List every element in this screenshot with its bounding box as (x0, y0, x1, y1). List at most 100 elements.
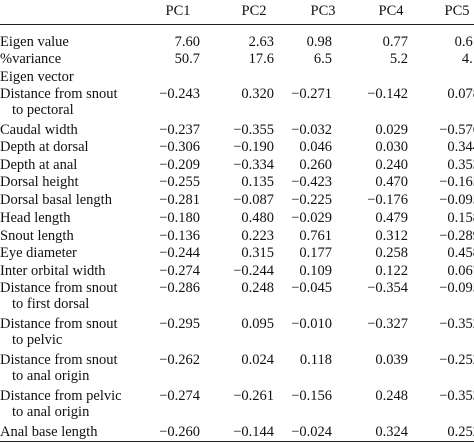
value-cell: 0.039 (375, 352, 408, 368)
value-cell: −0.032 (291, 122, 332, 138)
col-header: PC5 (444, 3, 470, 19)
value-cell: −0.144 (233, 424, 274, 440)
row-label-line: Snout length (0, 228, 74, 244)
col-header: PC2 (241, 3, 267, 19)
value-cell: −0.576 (439, 122, 474, 138)
row-label-line: Inter orbital width (0, 263, 106, 279)
row-label-line: Caudal width (0, 122, 78, 138)
value-cell: −0.010 (291, 316, 332, 332)
row-label-continuation: to anal origin (12, 404, 90, 420)
value-cell: −0.261 (233, 388, 274, 404)
row-label: Inter orbital width (0, 263, 106, 279)
row-label-line: Eye diameter (0, 245, 77, 261)
value-cell: 0.260 (299, 157, 332, 173)
value-cell: 0.078 (447, 86, 474, 102)
value-cell: −0.295 (159, 316, 200, 332)
value-cell: −0.209 (159, 157, 200, 173)
row-label: Distance from pelvic to anal origin (0, 388, 122, 420)
row-label-line: Eigen vector (0, 69, 74, 85)
value-cell: 0.315 (241, 245, 274, 261)
value-cell: 6.5 (313, 51, 332, 67)
value-cell: 0.470 (375, 174, 408, 190)
value-cell: −0.334 (233, 157, 274, 173)
value-cell: −0.306 (159, 139, 200, 155)
value-cell: −0.243 (159, 86, 200, 102)
value-cell: 0.258 (375, 245, 408, 261)
value-cell: 0.067 (447, 263, 474, 279)
row-label-line: Dorsal height (0, 174, 79, 190)
value-cell: −0.225 (291, 192, 332, 208)
row-label: Head length (0, 210, 70, 226)
value-cell: 0.118 (299, 352, 332, 368)
value-cell: −0.289 (439, 228, 474, 244)
value-cell: 4.1 (461, 51, 474, 67)
row-label: Eigen value (0, 34, 69, 50)
value-cell: 0.98 (306, 34, 332, 50)
row-label-line: Distance from snout (0, 316, 118, 332)
row-label-line: Depth at dorsal (0, 139, 89, 155)
value-cell: 5.2 (389, 51, 408, 67)
value-cell: −0.327 (367, 316, 408, 332)
value-cell: 0.223 (241, 228, 274, 244)
value-cell: −0.237 (159, 122, 200, 138)
row-label-line: %variance (0, 51, 62, 67)
value-cell: 0.095 (241, 316, 274, 332)
row-label: Distance from snout to anal origin (0, 352, 118, 384)
value-cell: −0.354 (367, 280, 408, 296)
row-label-line: Distance from snout (0, 352, 118, 368)
row-label-line: Anal base length (0, 424, 98, 440)
row-label-continuation: to anal origin (12, 368, 90, 384)
row-label-continuation: to pelvic (12, 332, 63, 348)
row-label: Dorsal height (0, 174, 79, 190)
row-label: Distance from snout to pectoral (0, 86, 118, 118)
row-label: Depth at dorsal (0, 139, 89, 155)
col-header: PC4 (378, 3, 404, 19)
value-cell: −0.271 (291, 86, 332, 102)
value-cell: −0.244 (159, 245, 200, 261)
row-label: Distance from snout to first dorsal (0, 280, 118, 312)
row-label: Eye diameter (0, 245, 77, 261)
value-cell: 0.024 (241, 352, 274, 368)
value-cell: 0.029 (375, 122, 408, 138)
value-cell: 0.312 (375, 228, 408, 244)
value-cell: 0.158 (447, 210, 474, 226)
row-label-line: Depth at anal (0, 157, 78, 173)
row-label: Depth at anal (0, 157, 77, 173)
value-cell: 0.046 (299, 139, 332, 155)
row-label-line: Distance from snout (0, 280, 118, 296)
row-label-line: Dorsal basal length (0, 192, 112, 208)
value-cell: −0.029 (291, 210, 332, 226)
value-cell: 0.252 (447, 424, 474, 440)
row-label: %variance (0, 51, 61, 67)
value-cell: −0.274 (159, 263, 200, 279)
row-label: Snout length (0, 228, 74, 244)
value-cell: 0.761 (299, 228, 332, 244)
row-label-line: Distance from snout (0, 86, 118, 102)
value-cell: −0.260 (159, 424, 200, 440)
value-cell: 0.122 (375, 263, 408, 279)
value-cell: −0.190 (233, 139, 274, 155)
value-cell: 0.248 (241, 280, 274, 296)
value-cell: −0.255 (159, 174, 200, 190)
row-label-line: Distance from pelvic (0, 388, 122, 404)
value-cell: 0.030 (375, 139, 408, 155)
value-cell: −0.286 (159, 280, 200, 296)
value-cell: −0.136 (159, 228, 200, 244)
value-cell: 0.240 (375, 157, 408, 173)
value-cell: 0.248 (375, 388, 408, 404)
value-cell: 0.479 (375, 210, 408, 226)
value-cell: 2.63 (248, 34, 274, 50)
value-cell: −0.281 (159, 192, 200, 208)
row-label: Eigen vector (0, 69, 74, 85)
row-label-continuation: to first dorsal (12, 296, 90, 312)
bottom-rule (0, 441, 474, 442)
value-cell: 0.344 (447, 139, 474, 155)
value-cell: −0.045 (291, 280, 332, 296)
row-label-line: Eigen value (0, 34, 69, 50)
col-header: PC1 (165, 3, 191, 19)
value-cell: 0.324 (375, 424, 408, 440)
value-cell: −0.095 (439, 192, 474, 208)
value-cell: −0.176 (367, 192, 408, 208)
col-header: PC3 (310, 3, 336, 19)
row-label: Dorsal basal length (0, 192, 112, 208)
